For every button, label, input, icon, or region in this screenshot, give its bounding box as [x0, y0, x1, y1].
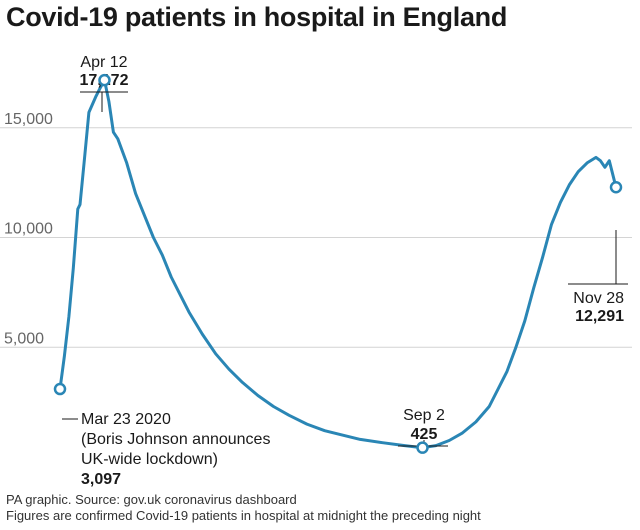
annotation-point-marker [53, 382, 67, 396]
source-note: PA graphic. Source: gov.uk coronavirus d… [6, 492, 481, 524]
grid-lines [0, 127, 632, 348]
chart-title: Covid-19 patients in hospital in England [6, 2, 508, 32]
y-tick-label: 10,000 [4, 221, 53, 238]
y-tick-label: 5,000 [4, 330, 44, 347]
annotation-point-marker [98, 73, 111, 87]
end-value-label: 12,291 [575, 308, 624, 325]
annotation-point-marker [609, 180, 623, 194]
start-note-line1: (Boris Johnson announces [81, 431, 270, 448]
series-line-layer [58, 78, 618, 450]
annotation-point-marker [416, 441, 429, 454]
trough-value-label: 425 [411, 426, 438, 443]
series-line [58, 78, 618, 450]
start-date-label: Mar 23 2020 [81, 411, 171, 428]
annotation-markers [53, 73, 623, 454]
trough-date-label: Sep 2 [403, 407, 445, 424]
peak-date-label: Apr 12 [80, 54, 127, 71]
start-note-line2: UK-wide lockdown) [81, 451, 218, 468]
end-date-label: Nov 28 [573, 290, 624, 307]
y-axis-ticks: 5,000 10,000 15,000 [4, 111, 53, 347]
source-line: PA graphic. Source: gov.uk coronavirus d… [6, 492, 297, 507]
start-value-label: 3,097 [81, 471, 121, 488]
y-tick-label: 15,000 [4, 111, 53, 128]
footnote-line: Figures are confirmed Covid-19 patients … [6, 508, 481, 523]
